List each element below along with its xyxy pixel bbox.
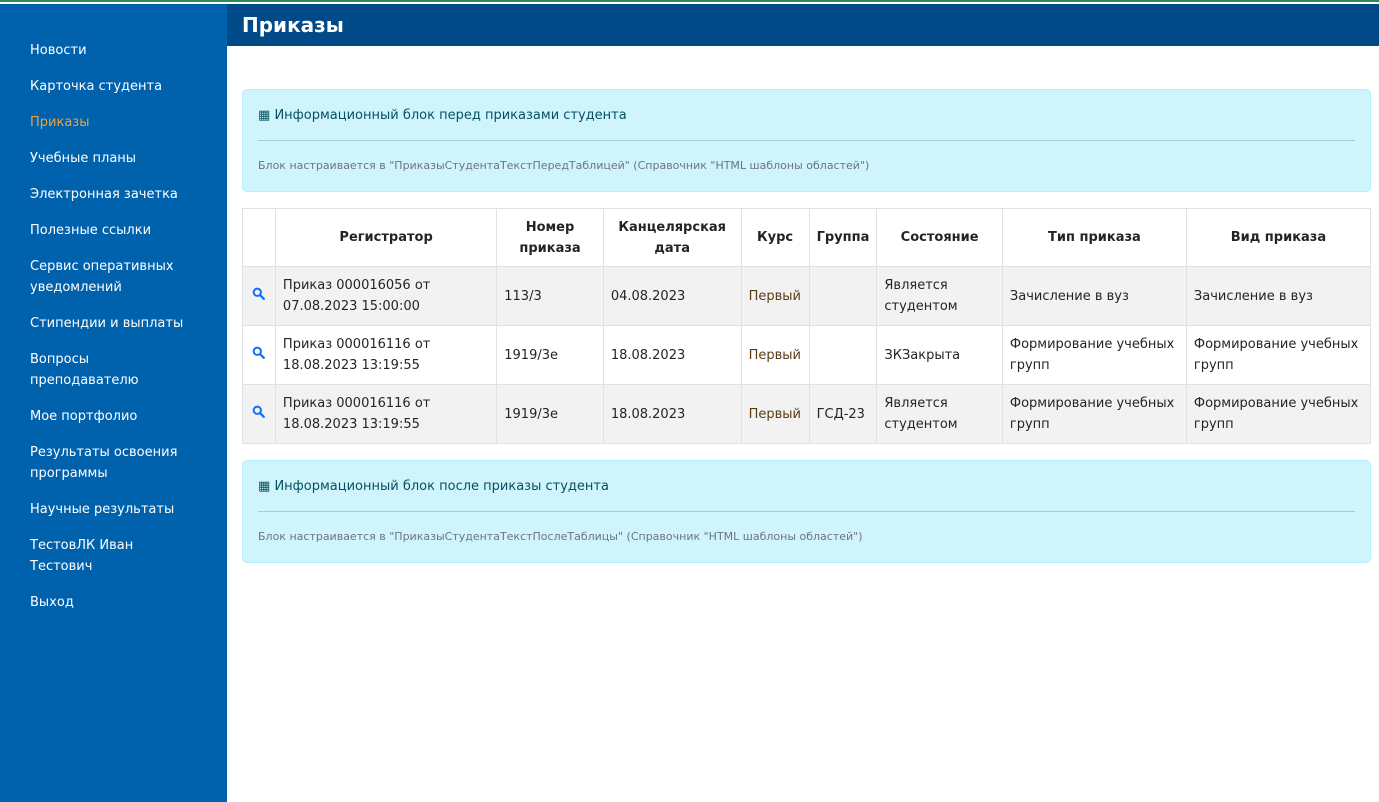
table-cell: 113/3 [496,266,604,326]
sidebar-item[interactable]: Полезные ссылки [30,223,152,238]
sidebar-item[interactable]: Учебные планы [30,151,137,166]
divider [258,140,1355,141]
table-cell [808,266,878,326]
table-cell: 18.08.2023 [602,384,742,444]
sidebar-item[interactable]: Сервис оперативных уведомлений [30,259,174,295]
sidebar-item[interactable]: Мое портфолио [30,409,138,424]
info-title: Информационный блок перед приказами студ… [274,108,627,123]
table-cell: ЗКЗакрыта [876,325,1003,385]
table-row: Приказ 000016116 от 18.08.2023 13:19:55 1… [242,384,1372,444]
column-header [242,208,276,267]
table-cell: Зачисление в вуз [1001,266,1187,326]
table-cell: 18.08.2023 [602,325,742,385]
table-cell: Приказ 000016116 от 18.08.2023 13:19:55 [274,325,498,385]
sidebar-item[interactable]: Научные результаты [30,502,175,517]
table-cell: Формирование учебных групп [1185,384,1372,444]
table-cell: Первый [740,266,810,326]
column-header: Состояние [876,208,1003,267]
table-cell: Является студентом [876,266,1003,326]
sidebar: Новости Карточка студента Приказы Учебные п… [0,4,227,802]
sidebar-item[interactable]: Приказы [30,115,90,130]
column-header: Регистратор [274,208,498,267]
sidebar-item[interactable]: Стипендии и выплаты [30,316,184,331]
sidebar-item[interactable]: Новости [30,43,87,58]
orders-table: Регистратор Номер приказа Канцелярская дат… [242,208,1372,444]
table-cell: Приказ 000016056 от 07.08.2023 15:00:00 [274,266,498,326]
table-cell: Формирование учебных групп [1001,384,1187,444]
main-content: ▦ Информационный блок перед приказами ст… [242,89,1372,563]
table-cell: Формирование учебных групп [1185,325,1372,385]
table-cell: 04.08.2023 [602,266,742,326]
info-block-before: ▦ Информационный блок перед приказами ст… [242,89,1371,192]
table-icon: ▦ [258,479,271,494]
table-cell: Зачисление в вуз [1185,266,1372,326]
sidebar-item[interactable]: Результаты освоения программы [30,445,178,481]
page-title: Приказы [227,4,1379,46]
table-cell: Первый [740,325,810,385]
info-block-after: ▦ Информационный блок после приказы студ… [242,460,1371,563]
table-cell: Приказ 000016116 от 18.08.2023 13:19:55 [274,384,498,444]
search-icon[interactable] [242,325,276,385]
column-header: Вид приказа [1185,208,1372,267]
table-row: Приказ 000016056 от 07.08.2023 15:00:00 1… [242,266,1372,326]
table-cell: ГСД-23 [808,384,878,444]
table-cell: Первый [740,384,810,444]
table-cell: 1919/3е [496,384,604,444]
table-row: Приказ 000016116 от 18.08.2023 13:19:55 1… [242,325,1372,385]
divider [258,511,1355,512]
column-header: Номер приказа [496,208,604,267]
column-header: Канцелярская дата [602,208,742,267]
table-cell: Формирование учебных групп [1001,325,1187,385]
sidebar-item[interactable]: ТестовЛК Иван Тестович [30,538,134,574]
column-header: Тип приказа [1001,208,1187,267]
info-desc: Блок настраивается в "ПриказыСтудентаТек… [258,530,863,543]
table-cell [808,325,878,385]
search-icon[interactable] [242,266,276,326]
sidebar-item[interactable]: Карточка студента [30,79,163,94]
search-icon[interactable] [242,384,276,444]
table-cell: Является студентом [876,384,1003,444]
column-header: Курс [740,208,810,267]
sidebar-item[interactable]: Вопросы преподавателю [30,352,139,388]
table-icon: ▦ [258,108,271,123]
sidebar-item[interactable]: Электронная зачетка [30,187,178,202]
table-cell: 1919/3е [496,325,604,385]
sidebar-item[interactable]: Выход [30,595,74,610]
info-desc: Блок настраивается в "ПриказыСтудентаТек… [258,159,870,172]
info-title: Информационный блок после приказы студен… [274,479,609,494]
column-header: Группа [808,208,878,267]
